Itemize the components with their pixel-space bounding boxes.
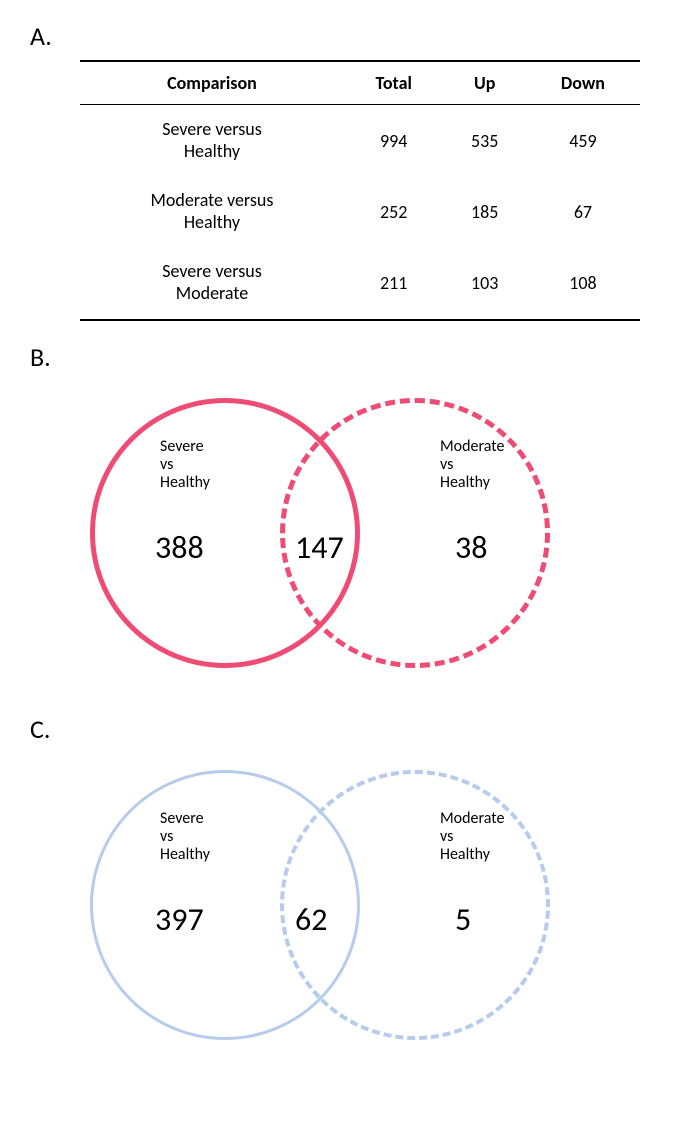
table-row: Severe versus Moderate 211 103 108 xyxy=(80,247,640,319)
venn-c-intersection: 62 xyxy=(295,900,327,939)
table-row: Severe versus Healthy 994 535 459 xyxy=(80,105,640,177)
venn-b-left-label: Severe vs Healthy xyxy=(160,438,210,493)
venn-b-intersection: 147 xyxy=(295,528,344,567)
table-header-row: Comparison Total Up Down xyxy=(80,61,640,105)
cell-down: 459 xyxy=(526,105,640,177)
panel-c-label: C. xyxy=(30,713,655,745)
venn-c: Severe vs Healthy Moderate vs Healthy 39… xyxy=(80,755,640,1055)
col-total: Total xyxy=(344,61,444,105)
cell-comparison: Moderate versus Healthy xyxy=(80,176,344,247)
table-row: Moderate versus Healthy 252 185 67 xyxy=(80,176,640,247)
venn-c-only-right: 5 xyxy=(455,900,471,939)
venn-b-only-left: 388 xyxy=(155,528,204,567)
venn-b: Severe vs Healthy Moderate vs Healthy 38… xyxy=(80,383,640,683)
panel-b-label: B. xyxy=(30,341,655,373)
venn-c-only-left: 397 xyxy=(155,900,204,939)
comparison-table: Comparison Total Up Down Severe versus H… xyxy=(80,60,640,321)
cell-up: 535 xyxy=(443,105,525,177)
panel-a-label: A. xyxy=(30,20,655,52)
cell-total: 252 xyxy=(344,176,444,247)
cell-down: 67 xyxy=(526,176,640,247)
cell-total: 994 xyxy=(344,105,444,177)
col-up: Up xyxy=(443,61,525,105)
col-comparison: Comparison xyxy=(80,61,344,105)
cell-up: 185 xyxy=(443,176,525,247)
venn-c-right-label: Moderate vs Healthy xyxy=(440,810,504,865)
cell-comparison: Severe versus Healthy xyxy=(80,105,344,177)
cell-comparison: Severe versus Moderate xyxy=(80,247,344,319)
venn-c-left-label: Severe vs Healthy xyxy=(160,810,210,865)
venn-b-right-label: Moderate vs Healthy xyxy=(440,438,504,493)
col-down: Down xyxy=(526,61,640,105)
venn-b-only-right: 38 xyxy=(455,528,487,567)
cell-down: 108 xyxy=(526,247,640,319)
cell-total: 211 xyxy=(344,247,444,319)
cell-up: 103 xyxy=(443,247,525,319)
